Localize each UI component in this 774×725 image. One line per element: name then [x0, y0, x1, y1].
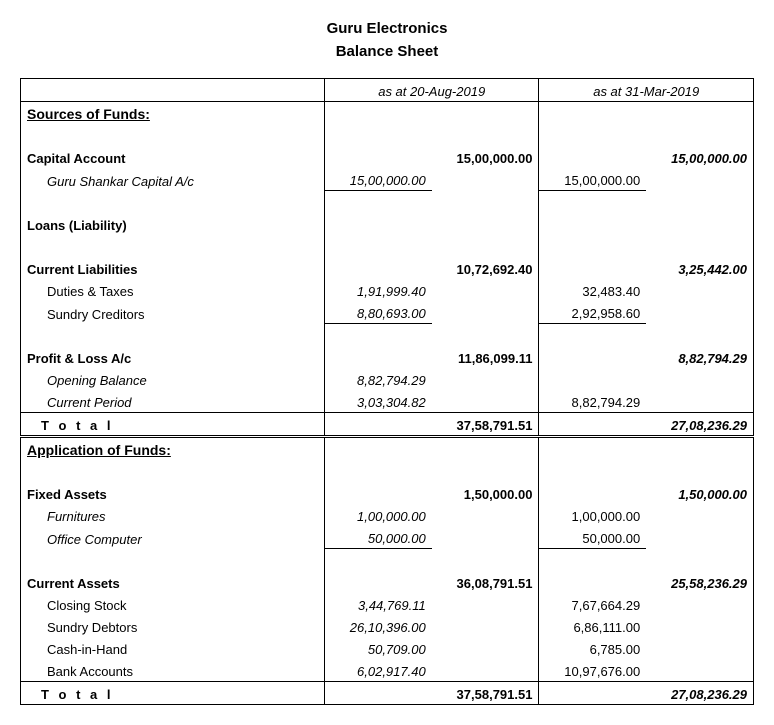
group-row: Current Liabilities 10,72,692.40 3,25,44… [21, 257, 754, 279]
comp-v1: 50,000.00 [324, 526, 431, 549]
capital-sub-label: Guru Shankar Capital A/c [21, 168, 325, 191]
group-row: Capital Account 15,00,000.00 15,00,000.0… [21, 146, 754, 168]
sources-total2: 27,08,236.29 [646, 413, 753, 437]
bank-v2: 10,97,676.00 [539, 659, 646, 682]
cash-v2: 6,785.00 [539, 637, 646, 659]
total-label: T o t a l [21, 413, 325, 437]
group-row: Current Assets 36,08,791.51 25,58,236.29 [21, 571, 754, 593]
detail-row: Office Computer 50,000.00 50,000.00 [21, 526, 754, 549]
cash-v1: 50,709.00 [324, 637, 431, 659]
furn-v1: 1,00,000.00 [324, 504, 431, 526]
curliab-total2: 3,25,442.00 [646, 257, 753, 279]
company-name: Guru Electronics [20, 20, 754, 37]
detail-row: Closing Stock 3,44,769.11 7,67,664.29 [21, 593, 754, 615]
curassets-total2: 25,58,236.29 [646, 571, 753, 593]
loans-label: Loans (Liability) [21, 213, 325, 235]
period1-header: as at 20-Aug-2019 [324, 79, 539, 102]
current-v2: 8,82,794.29 [539, 390, 646, 413]
sources-total1: 37,58,791.51 [432, 413, 539, 437]
group-row: Fixed Assets 1,50,000.00 1,50,000.00 [21, 482, 754, 504]
detail-row: Current Period 3,03,304.82 8,82,794.29 [21, 390, 754, 413]
detail-row: Duties & Taxes 1,91,999.40 32,483.40 [21, 279, 754, 301]
fixed-label: Fixed Assets [21, 482, 325, 504]
duties-v1: 1,91,999.40 [324, 279, 431, 301]
detail-row: Sundry Creditors 8,80,693.00 2,92,958.60 [21, 301, 754, 324]
curliab-total1: 10,72,692.40 [432, 257, 539, 279]
fixed-total2: 1,50,000.00 [646, 482, 753, 504]
section-application: Application of Funds: [21, 437, 325, 461]
app-total2: 27,08,236.29 [646, 682, 753, 705]
creditors-label: Sundry Creditors [21, 301, 325, 324]
total-label: T o t a l [21, 682, 325, 705]
creditors-v1: 8,80,693.00 [324, 301, 431, 324]
detail-row: Cash-in-Hand 50,709.00 6,785.00 [21, 637, 754, 659]
bank-label: Bank Accounts [21, 659, 325, 682]
stock-label: Closing Stock [21, 593, 325, 615]
opening-label: Opening Balance [21, 368, 325, 390]
header-row: as at 20-Aug-2019 as at 31-Mar-2019 [21, 79, 754, 102]
report-title: Balance Sheet [20, 43, 754, 60]
group-row: Profit & Loss A/c 11,86,099.11 8,82,794.… [21, 346, 754, 368]
pl-total1: 11,86,099.11 [432, 346, 539, 368]
debtors-label: Sundry Debtors [21, 615, 325, 637]
fixed-total1: 1,50,000.00 [432, 482, 539, 504]
comp-label: Office Computer [21, 526, 325, 549]
furn-label: Furnitures [21, 504, 325, 526]
period2-header: as at 31-Mar-2019 [539, 79, 754, 102]
app-total1: 37,58,791.51 [432, 682, 539, 705]
opening-v1: 8,82,794.29 [324, 368, 431, 390]
sources-total-row: T o t a l 37,58,791.51 27,08,236.29 [21, 413, 754, 437]
capital-total1: 15,00,000.00 [432, 146, 539, 168]
stock-v1: 3,44,769.11 [324, 593, 431, 615]
current-v1: 3,03,304.82 [324, 390, 431, 413]
section-row: Application of Funds: [21, 437, 754, 461]
app-total-row: T o t a l 37,58,791.51 27,08,236.29 [21, 682, 754, 705]
group-row: Loans (Liability) [21, 213, 754, 235]
capital-sub-v2: 15,00,000.00 [539, 168, 646, 191]
cash-label: Cash-in-Hand [21, 637, 325, 659]
detail-row: Sundry Debtors 26,10,396.00 6,86,111.00 [21, 615, 754, 637]
pl-total2: 8,82,794.29 [646, 346, 753, 368]
curassets-total1: 36,08,791.51 [432, 571, 539, 593]
duties-v2: 32,483.40 [539, 279, 646, 301]
debtors-v2: 6,86,111.00 [539, 615, 646, 637]
stock-v2: 7,67,664.29 [539, 593, 646, 615]
section-row: Sources of Funds: [21, 102, 754, 125]
detail-row: Furnitures 1,00,000.00 1,00,000.00 [21, 504, 754, 526]
debtors-v1: 26,10,396.00 [324, 615, 431, 637]
current-label: Current Period [21, 390, 325, 413]
detail-row: Bank Accounts 6,02,917.40 10,97,676.00 [21, 659, 754, 682]
detail-row: Opening Balance 8,82,794.29 [21, 368, 754, 390]
comp-v2: 50,000.00 [539, 526, 646, 549]
capital-label: Capital Account [21, 146, 325, 168]
curassets-label: Current Assets [21, 571, 325, 593]
creditors-v2: 2,92,958.60 [539, 301, 646, 324]
bank-v1: 6,02,917.40 [324, 659, 431, 682]
furn-v2: 1,00,000.00 [539, 504, 646, 526]
capital-sub-v1: 15,00,000.00 [324, 168, 431, 191]
pl-label: Profit & Loss A/c [21, 346, 325, 368]
capital-total2: 15,00,000.00 [646, 146, 753, 168]
duties-label: Duties & Taxes [21, 279, 325, 301]
detail-row: Guru Shankar Capital A/c 15,00,000.00 15… [21, 168, 754, 191]
balance-sheet-table: as at 20-Aug-2019 as at 31-Mar-2019 Sour… [20, 78, 754, 705]
section-sources: Sources of Funds: [21, 102, 325, 125]
curliab-label: Current Liabilities [21, 257, 325, 279]
